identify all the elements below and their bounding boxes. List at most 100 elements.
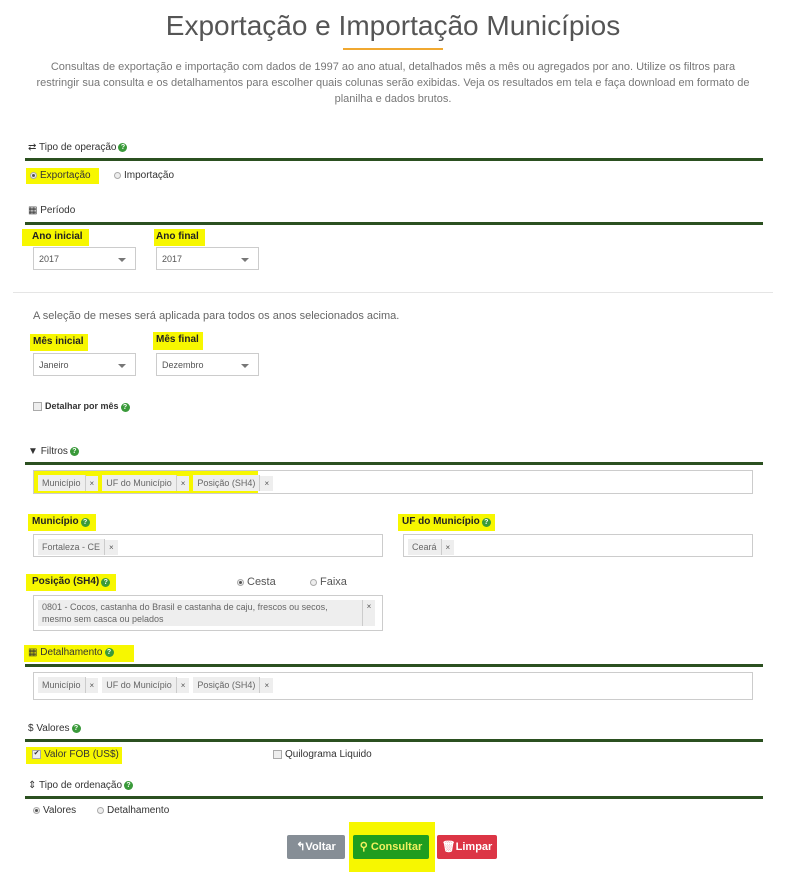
tag: 0801 - Cocos, castanha do Brasil e casta… bbox=[38, 600, 363, 626]
caret-down-icon bbox=[118, 364, 126, 368]
radio-label: Cesta bbox=[247, 576, 276, 588]
help-icon[interactable]: ? bbox=[69, 446, 79, 456]
tag: UF do Município bbox=[102, 677, 177, 693]
checkbox-icon bbox=[273, 749, 282, 759]
limpar-button[interactable]: 🗑Limpar bbox=[437, 835, 497, 859]
radio-icon bbox=[30, 171, 37, 179]
detalhar-por-mes-checkbox[interactable]: Detalhar por mês? bbox=[33, 401, 130, 412]
help-icon[interactable]: ? bbox=[481, 518, 491, 527]
section-title: Período bbox=[40, 205, 76, 216]
checkbox-label: Valor FOB (US$) bbox=[44, 749, 119, 760]
remove-tag-icon[interactable]: × bbox=[260, 476, 274, 491]
radio-label: Importação bbox=[124, 170, 175, 181]
radio-label: Faixa bbox=[320, 576, 347, 588]
remove-tag-icon[interactable]: × bbox=[85, 678, 99, 693]
section-divider bbox=[25, 796, 763, 799]
remove-tag-icon[interactable]: × bbox=[105, 540, 118, 555]
label-text: UF do Município bbox=[402, 516, 480, 527]
divider bbox=[13, 292, 773, 293]
radio-importacao[interactable]: Importação bbox=[114, 170, 174, 181]
remove-tag-icon[interactable]: × bbox=[260, 678, 274, 693]
page-title: Exportação e Importação Municípios bbox=[165, 10, 621, 41]
remove-tag-icon[interactable]: × bbox=[363, 600, 375, 626]
help-icon[interactable]: ? bbox=[80, 518, 90, 527]
remove-tag-icon[interactable]: × bbox=[85, 476, 99, 491]
select-value: Dezembro bbox=[162, 360, 204, 370]
uf-input[interactable]: Ceará × bbox=[403, 534, 753, 557]
section-filtros: ▼ Filtros? bbox=[28, 446, 79, 457]
meses-note: A seleção de meses será aplicada para to… bbox=[33, 310, 400, 322]
section-periodo: ▦ Período bbox=[28, 205, 75, 216]
ano-final-label: Ano final bbox=[154, 229, 205, 246]
radio-label: Valores bbox=[43, 805, 77, 816]
valor-fob-checkbox[interactable]: ✔ Valor FOB (US$) bbox=[26, 747, 122, 764]
radio-valores[interactable]: Valores bbox=[33, 805, 76, 816]
section-title: Detalhamento bbox=[40, 647, 103, 658]
section-divider bbox=[25, 462, 763, 465]
municipio-input[interactable]: Fortaleza - CE × bbox=[33, 534, 383, 557]
caret-down-icon bbox=[241, 364, 249, 368]
checkbox-checked-icon: ✔ bbox=[32, 749, 41, 759]
radio-icon bbox=[114, 171, 121, 179]
tag: Fortaleza - CE bbox=[38, 539, 106, 555]
section-operacao: ⇄ Tipo de operação? bbox=[28, 142, 128, 153]
caret-down-icon bbox=[118, 258, 126, 262]
tag: Posição (SH4) bbox=[193, 475, 261, 491]
mes-inicial-select[interactable]: Janeiro bbox=[33, 353, 136, 376]
ano-inicial-select[interactable]: 2017 bbox=[33, 247, 136, 270]
help-icon[interactable]: ? bbox=[71, 723, 81, 733]
help-icon[interactable]: ? bbox=[124, 780, 134, 790]
filtros-tag-input[interactable]: Município × UF do Município × Posição (SH4) × bbox=[33, 470, 753, 494]
radio-exportacao[interactable]: Exportação bbox=[26, 168, 99, 184]
radio-detalhamento[interactable]: Detalhamento bbox=[97, 805, 169, 816]
ano-inicial-label: Ano inicial bbox=[22, 229, 89, 246]
quilograma-checkbox[interactable]: Quilograma Liquido bbox=[273, 749, 372, 760]
arrows-exchange-icon: ⇄ bbox=[28, 142, 37, 153]
mes-final-select[interactable]: Dezembro bbox=[156, 353, 259, 376]
radio-label: Detalhamento bbox=[107, 805, 170, 816]
help-icon[interactable]: ? bbox=[104, 647, 114, 657]
section-title: Filtros bbox=[40, 446, 68, 457]
municipio-label: Município? bbox=[28, 514, 96, 531]
ano-final-select[interactable]: 2017 bbox=[156, 247, 259, 270]
remove-tag-icon[interactable]: × bbox=[176, 476, 190, 491]
posicao-input[interactable]: 0801 - Cocos, castanha do Brasil e casta… bbox=[33, 595, 383, 631]
section-detalhamento: ▦ Detalhamento? bbox=[24, 645, 134, 662]
calendar-icon: ▦ bbox=[28, 205, 38, 216]
label-text: Município bbox=[32, 516, 79, 527]
help-icon[interactable]: ? bbox=[101, 578, 111, 587]
consultar-button[interactable]: ⚲ Consultar bbox=[353, 835, 429, 859]
sort-icon: ⇕ bbox=[28, 780, 37, 791]
mes-final-label: Mês final bbox=[153, 332, 203, 350]
filter-icon: ▼ bbox=[28, 446, 38, 457]
section-divider bbox=[25, 739, 763, 742]
dollar-icon: $ bbox=[28, 723, 34, 734]
remove-tag-icon[interactable]: × bbox=[441, 540, 455, 555]
checkbox-label: Quilograma Liquido bbox=[285, 749, 372, 760]
select-value: 2017 bbox=[39, 254, 60, 264]
section-valores: $ Valores? bbox=[28, 723, 81, 734]
radio-icon bbox=[33, 806, 40, 814]
radio-icon bbox=[237, 578, 244, 586]
detalhamento-tag-input[interactable]: Município × UF do Município × Posição (SH4) × bbox=[33, 672, 753, 700]
label-text: Posição (SH4) bbox=[32, 576, 100, 587]
section-divider bbox=[25, 222, 763, 225]
search-icon: ⚲ bbox=[359, 841, 368, 853]
radio-faixa[interactable]: Faixa bbox=[310, 576, 347, 588]
radio-cesta[interactable]: Cesta bbox=[237, 576, 276, 588]
radio-icon bbox=[97, 806, 104, 814]
remove-tag-icon[interactable]: × bbox=[176, 678, 190, 693]
tag: Ceará bbox=[408, 539, 442, 555]
radio-label: Exportação bbox=[40, 170, 91, 181]
tag: UF do Município bbox=[102, 475, 177, 491]
voltar-button[interactable]: ↰Voltar bbox=[287, 835, 345, 859]
section-ordenacao: ⇕ Tipo de ordenação? bbox=[28, 780, 134, 791]
select-value: 2017 bbox=[162, 254, 183, 264]
button-label: Consultar bbox=[370, 841, 423, 853]
section-divider bbox=[25, 158, 763, 161]
radio-icon bbox=[310, 578, 317, 586]
section-divider bbox=[25, 664, 763, 667]
help-icon[interactable]: ? bbox=[120, 403, 130, 412]
title-underline bbox=[343, 48, 443, 50]
help-icon[interactable]: ? bbox=[118, 142, 128, 152]
